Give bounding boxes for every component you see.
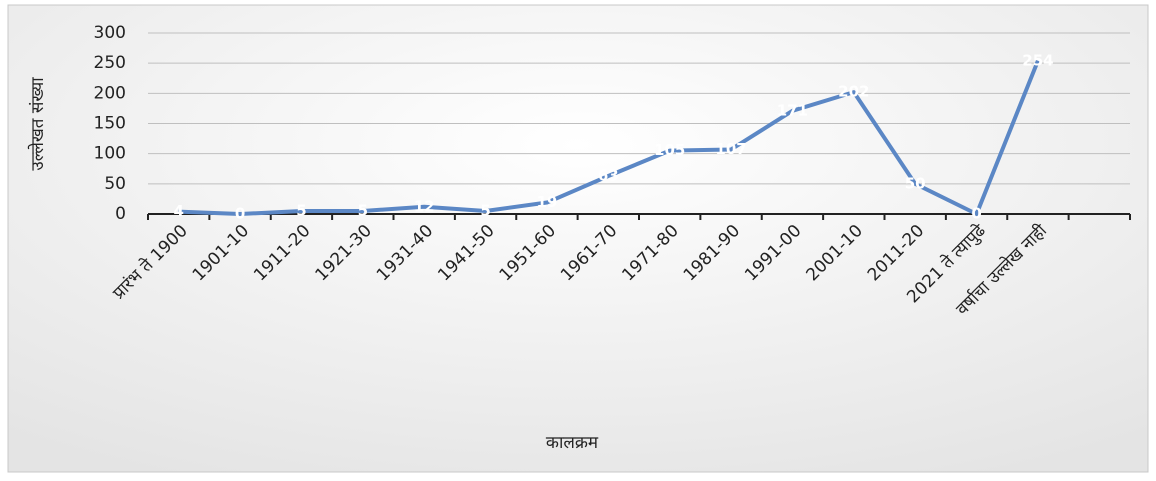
x-axis-label: कालक्रम: [546, 433, 599, 453]
data-label: 5: [358, 201, 368, 219]
y-tick-label: 100: [94, 144, 126, 164]
y-tick-label: 300: [94, 23, 126, 43]
y-tick-label: 200: [94, 83, 126, 103]
chart-frame: [7, 4, 1149, 473]
data-label: 5: [480, 201, 490, 219]
y-tick-label: 50: [104, 174, 126, 194]
data-label: 105: [654, 141, 685, 159]
y-axis-label: उल्लेखत संख्या: [27, 77, 48, 171]
data-label: 4: [173, 202, 183, 220]
data-label: 50: [905, 174, 926, 192]
data-label: 12: [414, 197, 435, 215]
data-label: 19: [537, 193, 558, 211]
data-label: 202: [838, 83, 869, 101]
data-label: 0: [971, 205, 981, 223]
line: [178, 60, 1040, 216]
data-label: 5: [296, 201, 306, 219]
data-label: 63: [598, 166, 619, 184]
data-label: 171: [777, 101, 808, 119]
y-tick-label: 150: [94, 114, 126, 134]
y-tick-label: 0: [115, 204, 126, 224]
y-tick-label: 250: [94, 53, 126, 73]
data-label: 254: [1022, 51, 1053, 69]
data-label: 107: [715, 140, 746, 158]
data-label: 0: [235, 205, 245, 223]
